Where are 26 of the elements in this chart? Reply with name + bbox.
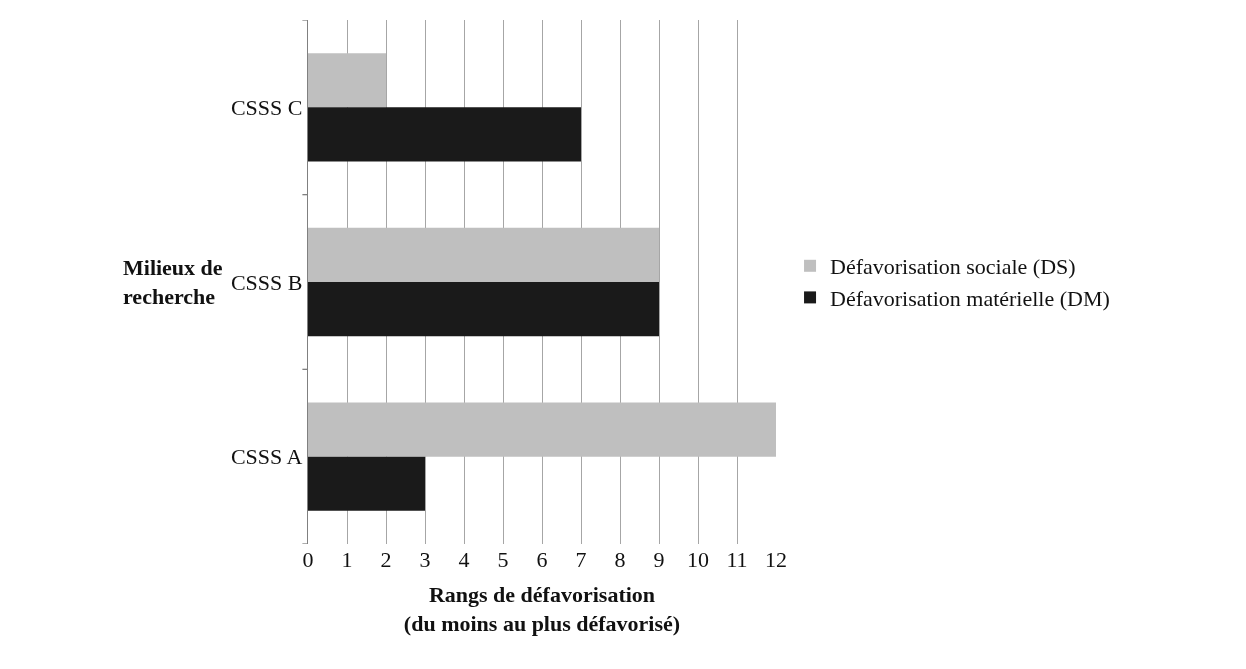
x-tick-label: 6	[536, 547, 548, 572]
bar	[308, 282, 659, 337]
y-axis-title: Milieux de recherche	[123, 255, 223, 309]
y-tick-label: CSSS C	[230, 95, 303, 121]
x-tick-label: 7	[575, 547, 587, 572]
legend-label: Défavorisation sociale (DS)	[830, 254, 1076, 280]
x-tick-label: 9	[653, 547, 665, 572]
x-tick-label: 5	[497, 547, 509, 572]
bar	[308, 227, 659, 282]
bar	[308, 402, 776, 457]
x-tick-label: 1	[341, 547, 353, 572]
x-tick-label: 2	[380, 547, 392, 572]
bar	[308, 456, 425, 511]
x-tick-label: 10	[687, 547, 709, 572]
y-tick-label: CSSS A	[230, 444, 303, 470]
x-tick-label: 4	[458, 547, 470, 572]
bar	[308, 107, 581, 162]
x-tick-label: 12	[765, 547, 787, 572]
legend-label: Défavorisation matérielle (DM)	[830, 285, 1110, 311]
x-tick-label: 3	[419, 547, 431, 572]
bar	[308, 53, 386, 108]
x-tick-label: 8	[614, 547, 626, 572]
x-tick-label: 0	[302, 547, 314, 572]
x-tick-label: 11	[726, 547, 748, 572]
x-axis-title: Rangs de défavorisation (du moins au plus défavorisé)	[403, 581, 681, 636]
y-tick-label: CSSS B	[230, 269, 303, 295]
